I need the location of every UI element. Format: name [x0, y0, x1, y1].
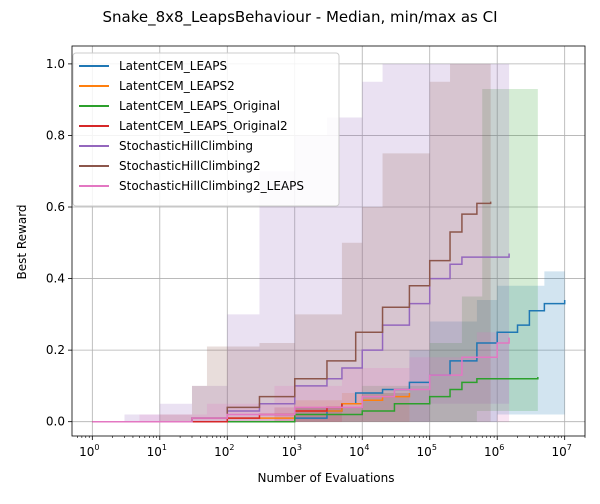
- y-tick-label: 1.0: [46, 57, 65, 71]
- ci-band-LatentCEM_LEAPS2: [92, 385, 410, 422]
- x-tick-label: 101: [147, 443, 167, 459]
- y-tick-label: 0.4: [46, 272, 65, 286]
- ci-band-LatentCEM_LEAPS_Original: [92, 88, 538, 422]
- x-tick-label: 102: [214, 443, 234, 459]
- axes-frame: [71, 45, 586, 437]
- legend-frame: [72, 52, 340, 207]
- ci-band-StochasticHillClimbing: [92, 63, 510, 422]
- y-axis-label: Best Reward: [15, 204, 29, 279]
- ci-band-StochasticHillClimbing2_LEAPS: [92, 332, 510, 422]
- legend-entry-label: LatentCEM_LEAPS_Original2: [119, 119, 288, 133]
- median-line-LatentCEM_LEAPS_Original: [92, 376, 539, 423]
- legend-entry-label: LatentCEM_LEAPS: [119, 59, 227, 73]
- x-axis-label: Number of Evaluations: [258, 471, 395, 485]
- y-tick-label: 0.0: [46, 415, 65, 429]
- series-layer: [92, 63, 566, 423]
- x-tick-label: 105: [417, 443, 437, 459]
- ci-band-LatentCEM_LEAPS: [92, 271, 565, 422]
- legend-entry-label: StochasticHillClimbing2_LEAPS: [119, 179, 304, 193]
- ci-band-LatentCEM_LEAPS_Original2: [92, 396, 342, 422]
- chart-title: Snake_8x8_LeapsBehaviour - Median, min/m…: [102, 8, 497, 27]
- y-tick-label: 0.8: [46, 128, 65, 142]
- y-tick-label: 0.2: [46, 343, 65, 357]
- x-tick-label: 107: [551, 443, 571, 459]
- y-tick-label: 0.6: [46, 200, 65, 214]
- legend-entry-label: LatentCEM_LEAPS2: [119, 79, 235, 93]
- x-tick-label: 100: [79, 443, 99, 459]
- median-line-StochasticHillClimbing2: [92, 201, 492, 423]
- plot-area: 100 101 102 103 104 105 106 107 0.0 0.2 0.4 0.6 0.8 1…: [46, 45, 586, 459]
- ci-band-StochasticHillClimbing2: [92, 63, 491, 422]
- x-tick-label: 103: [282, 443, 302, 459]
- median-line-StochasticHillClimbing: [92, 253, 510, 423]
- x-tick-label: 104: [349, 443, 369, 459]
- legend: LatentCEM_LEAPS LatentCEM_LEAPS2 LatentCEM…: [72, 52, 340, 207]
- legend-entry-label: LatentCEM_LEAPS_Original: [119, 99, 280, 113]
- legend-entry-label: StochasticHillClimbing2: [119, 159, 261, 173]
- x-tick-label: 106: [484, 443, 504, 459]
- median-line-StochasticHillClimbing2_LEAPS: [92, 337, 510, 423]
- legend-entry-label: StochasticHillClimbing: [119, 139, 253, 153]
